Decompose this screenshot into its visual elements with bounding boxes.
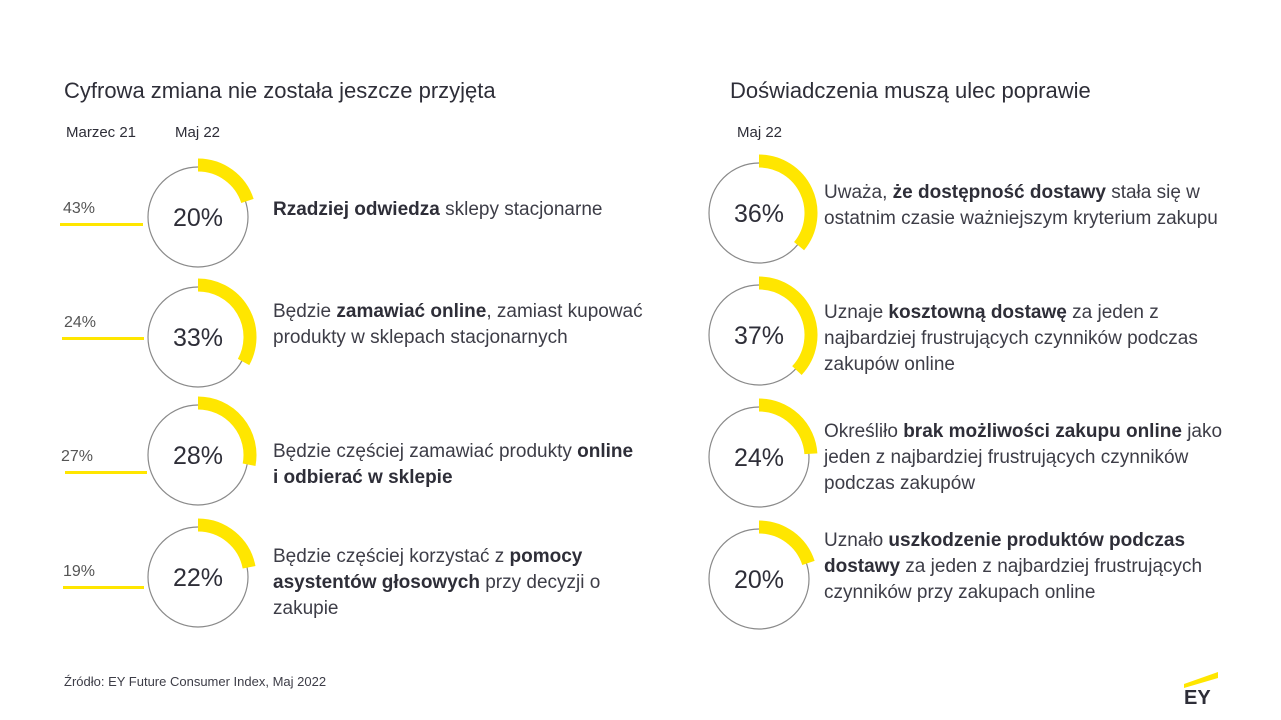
donut-arc bbox=[197, 396, 257, 466]
donut-arc bbox=[197, 518, 256, 569]
prev-value-bar bbox=[63, 586, 144, 589]
description-text: Określiło bbox=[824, 421, 904, 442]
item-description: Uznaje kosztowną dostawę za jeden z najb… bbox=[824, 300, 1224, 378]
description-highlight: kosztowną dostawę bbox=[888, 302, 1067, 323]
donut-arc bbox=[758, 276, 818, 376]
item-description: Określiło brak możliwości zakupu online … bbox=[824, 419, 1224, 497]
donut-value-label: 20% bbox=[734, 566, 784, 594]
description-highlight: że dostępność dostawy bbox=[892, 182, 1106, 203]
donut-value-label: 33% bbox=[173, 324, 223, 352]
donut-chart-left-4: 22% bbox=[147, 518, 256, 628]
description-highlight: Rzadziej odwiedza bbox=[273, 199, 440, 220]
donut-chart-left-1: 20% bbox=[147, 158, 254, 268]
donut-arc bbox=[197, 278, 257, 366]
ey-logo-beam bbox=[1184, 672, 1218, 688]
description-text: Uznaje bbox=[824, 302, 889, 323]
prev-value-label: 27% bbox=[61, 448, 94, 465]
right-panel-title: Doświadczenia muszą ulec poprawie bbox=[730, 78, 1091, 103]
description-text: Będzie częściej zamawiać produkty bbox=[273, 441, 578, 462]
description-text: przy decyzji o zakupie bbox=[273, 572, 601, 619]
description-text: za jeden z najbardziej frustrujących czy… bbox=[824, 302, 1198, 375]
donut-arc bbox=[197, 158, 254, 204]
item-description: Będzie zamawiać online, zamiast kupować … bbox=[273, 299, 643, 351]
description-highlight: pomocy asystentów głosowych bbox=[273, 546, 583, 593]
donut-value-label: 37% bbox=[734, 322, 784, 350]
prev-value-bar bbox=[60, 223, 143, 226]
donut-value-label: 36% bbox=[734, 200, 784, 228]
ey-logo-text: EY bbox=[1184, 687, 1211, 706]
prev-value-label: 19% bbox=[63, 563, 96, 580]
description-highlight: online i odbierać w sklepie bbox=[273, 441, 634, 488]
description-text: sklepy stacjonarne bbox=[439, 199, 603, 220]
donut-arc bbox=[758, 520, 815, 566]
donut-value-label: 22% bbox=[173, 564, 223, 592]
donut-chart-right-1: 36% bbox=[708, 154, 818, 264]
donut-arc bbox=[758, 398, 818, 455]
donut-chart-left-2: 33% bbox=[147, 278, 257, 388]
description-text: Uważa, bbox=[824, 182, 893, 203]
description-text: , zamiast kupować produkty w sklepach st… bbox=[273, 301, 643, 348]
donut-chart-left-3: 28% bbox=[147, 396, 257, 506]
column-header-current: Maj 22 bbox=[175, 124, 221, 141]
donut-chart-right-4: 20% bbox=[708, 520, 815, 630]
column-header-current-right: Maj 22 bbox=[737, 124, 783, 141]
item-description: Będzie częściej korzystać z pomocy asyst… bbox=[273, 544, 643, 622]
item-description: Uznało uszkodzenie produktów podczas dos… bbox=[824, 528, 1224, 606]
donut-arc bbox=[758, 154, 818, 251]
description-text: Uznało bbox=[824, 530, 889, 551]
left-panel-title: Cyfrowa zmiana nie została jeszcze przyj… bbox=[64, 78, 496, 103]
donut-value-label: 20% bbox=[173, 204, 223, 232]
description-text: Będzie częściej korzystać z bbox=[273, 546, 510, 567]
description-text: jako jeden z najbardziej frustrujących c… bbox=[824, 421, 1223, 494]
item-description: Uważa, że dostępność dostawy stała się w… bbox=[824, 180, 1224, 232]
prev-value-label: 24% bbox=[64, 314, 97, 331]
donut-chart-right-2: 37% bbox=[708, 276, 818, 386]
description-text: za jeden z najbardziej frustrujących czy… bbox=[824, 556, 1203, 603]
donut-value-label: 28% bbox=[173, 442, 223, 470]
description-highlight: brak możliwości zakupu online bbox=[903, 421, 1182, 442]
ey-logo: EY bbox=[1184, 672, 1218, 706]
description-text: Będzie bbox=[273, 301, 337, 322]
item-description: Rzadziej odwiedza sklepy stacjonarne bbox=[273, 197, 643, 223]
prev-value-label: 43% bbox=[63, 200, 96, 217]
column-header-prev: Marzec 21 bbox=[66, 124, 137, 141]
prev-value-bar bbox=[65, 471, 147, 474]
donut-chart-right-3: 24% bbox=[708, 398, 818, 508]
description-text: stała się w ostatnim czasie ważniejszym … bbox=[824, 182, 1218, 229]
prev-value-bar bbox=[62, 337, 144, 340]
item-description: Będzie częściej zamawiać produkty online… bbox=[273, 439, 643, 491]
description-highlight: zamawiać online bbox=[336, 301, 487, 322]
description-highlight: uszkodzenie produktów podczas dostawy bbox=[824, 530, 1186, 577]
source-note: Źródło: EY Future Consumer Index, Maj 20… bbox=[64, 674, 327, 689]
donut-value-label: 24% bbox=[734, 444, 784, 472]
